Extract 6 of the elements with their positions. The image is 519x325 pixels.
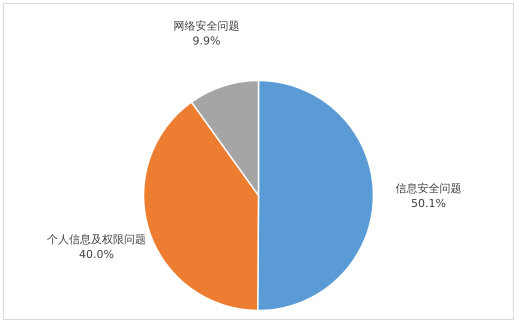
data-label: 9.9% [192, 34, 220, 48]
slice-label: 信息安全问题 [396, 182, 462, 196]
slice-label: 个人信息及权限问题 [46, 233, 146, 246]
slice-label: 网络安全问题 [173, 20, 240, 33]
data-label: 50.1% [411, 197, 446, 210]
data-label: 40.0% [79, 248, 114, 262]
